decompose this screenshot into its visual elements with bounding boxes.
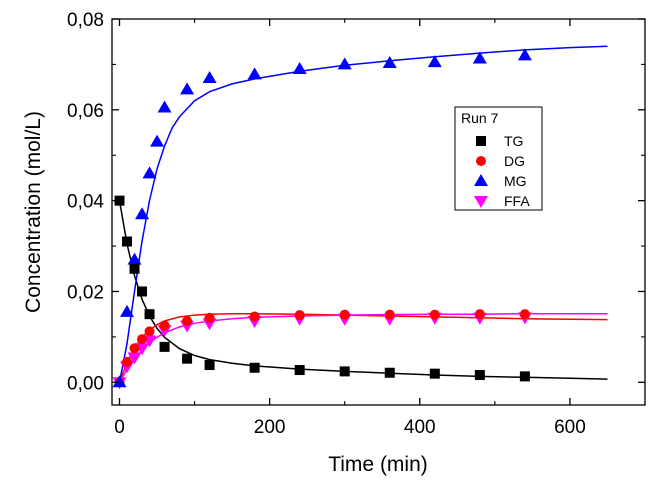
plot-frame [111, 18, 646, 406]
point-dg [249, 311, 260, 322]
plot-layer [112, 45, 608, 390]
y-tick-label: 0,04 [67, 192, 104, 213]
x-tick-label: 600 [554, 417, 586, 438]
point-mg [135, 207, 150, 220]
legend-label-dg: DG [504, 153, 525, 169]
point-tg [129, 263, 140, 274]
x-tick-label: 200 [254, 417, 286, 438]
point-mg [150, 134, 165, 147]
point-mg [157, 100, 172, 113]
point-tg [339, 366, 350, 377]
point-ffa [127, 352, 142, 365]
legend-label-ffa: FFA [504, 193, 530, 209]
x-axis-title: Time (min) [328, 453, 428, 476]
x-tick-label: 400 [404, 417, 436, 438]
point-mg [142, 166, 157, 179]
point-mg [127, 252, 142, 265]
point-mg [337, 57, 352, 70]
point-mg [120, 304, 135, 317]
point-tg [114, 195, 125, 206]
point-tg [384, 367, 395, 378]
legend-items: TG DG MG FFA [474, 133, 530, 209]
legend-marker-dg [476, 156, 486, 166]
point-dg [182, 315, 193, 326]
point-dg [137, 334, 148, 345]
point-mg [382, 56, 397, 69]
point-tg [249, 362, 260, 373]
axes-layer: 0 200 400 600 0,00 0,02 0,04 0,06 0,08 [67, 10, 646, 438]
point-dg [144, 326, 155, 337]
point-dg [474, 309, 485, 320]
point-tg [122, 236, 133, 247]
y-tick-label: 0,00 [67, 373, 104, 394]
fit-line-mg [118, 45, 608, 383]
point-mg [180, 82, 195, 95]
point-tg [474, 370, 485, 381]
point-tg [294, 365, 305, 376]
point-dg [339, 309, 350, 320]
point-tg [137, 286, 148, 297]
point-dg [122, 356, 133, 367]
legend-marker-mg [474, 174, 488, 186]
point-mg [247, 67, 262, 80]
series-tg [114, 195, 530, 382]
point-dg [159, 320, 170, 331]
point-mg [292, 61, 307, 74]
point-mg [112, 375, 127, 388]
point-dg [519, 309, 530, 320]
point-mg [517, 48, 532, 61]
legend: Run 7 TG DG MG FFA [454, 106, 543, 211]
point-tg [144, 309, 155, 320]
y-tick-label: 0,06 [67, 101, 104, 122]
series-mg [112, 48, 532, 388]
series-dg [114, 309, 530, 388]
fit-line-tg [118, 200, 608, 380]
legend-label-tg: TG [504, 133, 523, 149]
legend-marker-tg [476, 136, 486, 146]
point-dg [384, 309, 395, 320]
point-tg [182, 353, 193, 364]
legend-label-mg: MG [504, 173, 527, 189]
point-dg [129, 343, 140, 354]
y-tick-label: 0,02 [67, 282, 104, 303]
point-tg [429, 368, 440, 379]
point-mg [472, 51, 487, 64]
point-tg [519, 371, 530, 382]
point-tg [159, 341, 170, 352]
legend-marker-ffa [474, 196, 488, 208]
y-tick-label: 0,08 [67, 10, 104, 31]
legend-title: Run 7 [461, 110, 499, 126]
point-mg [202, 71, 217, 84]
point-dg [204, 312, 215, 323]
point-dg [429, 309, 440, 320]
point-dg [294, 310, 305, 321]
point-tg [204, 360, 215, 371]
x-tick-label: 0 [114, 417, 125, 438]
y-axis-title: Concentration (mol/L) [22, 111, 45, 313]
legend-box [454, 106, 543, 211]
point-mg [427, 55, 442, 68]
